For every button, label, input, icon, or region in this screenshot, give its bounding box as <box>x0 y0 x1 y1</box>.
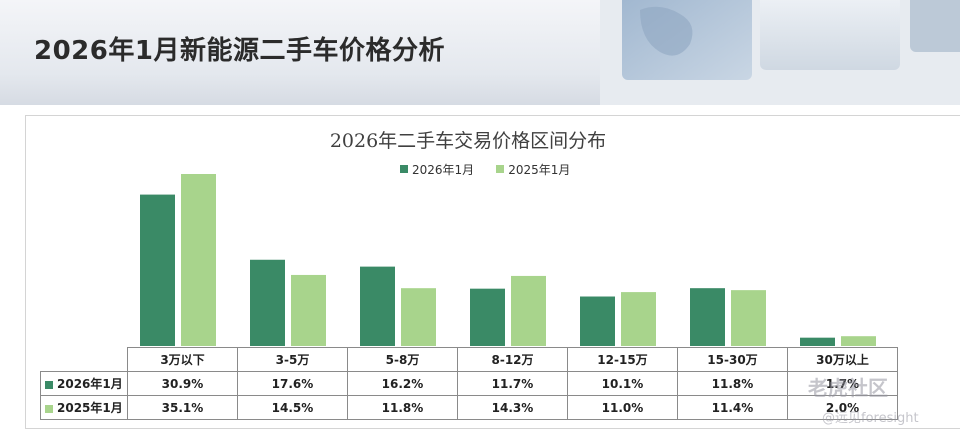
tick-label-category-7: 30万以上 <box>787 347 898 372</box>
row-label-text: 2026年1月 <box>57 377 123 391</box>
decorative-cubes <box>600 0 960 105</box>
bar-series-2-cat-3 <box>401 288 436 346</box>
data-table: 3万以下 3-5万 5-8万 8-12万 12-15万 15-30万 30万以上 2026年… <box>40 347 898 420</box>
data-label-series-2-cat-7: 2.0% <box>787 395 898 420</box>
bar-series-2-cat-7 <box>841 336 876 346</box>
legend-item-series-2: 2025年1月 <box>496 161 570 178</box>
row-label-series-2: 2025年1月 <box>40 395 128 420</box>
data-label-series-2-cat-2: 14.5% <box>237 395 348 420</box>
legend-swatch-series-1 <box>400 165 408 173</box>
bar-series-1-cat-3 <box>360 266 395 346</box>
table-row-series-1: 2026年1月 30.9% 17.6% 16.2% 11.7% 10.1% 11.8% 1.… <box>40 371 898 396</box>
bar-series-1-cat-1 <box>140 194 175 346</box>
legend-label-series-1: 2026年1月 <box>412 162 475 177</box>
data-label-series-1-cat-4: 11.7% <box>457 371 568 396</box>
bar-series-1-cat-4 <box>470 288 505 346</box>
bar-series-1-cat-5 <box>580 296 615 346</box>
data-label-series-1-cat-7: 1.7% <box>787 371 898 396</box>
data-label-series-2-cat-5: 11.0% <box>567 395 678 420</box>
header-banner: 2026年1月新能源二手车价格分析 <box>0 0 960 105</box>
bar-series-2-cat-6 <box>731 290 766 346</box>
legend-item-series-1: 2026年1月 <box>400 161 474 178</box>
data-label-series-2-cat-4: 14.3% <box>457 395 568 420</box>
bar-series-2-cat-1 <box>181 174 216 346</box>
data-label-series-1-cat-6: 11.8% <box>677 371 788 396</box>
table-header-row: 3万以下 3-5万 5-8万 8-12万 12-15万 15-30万 30万以上 <box>41 347 898 372</box>
row-label-series-1: 2026年1月 <box>40 371 128 396</box>
tick-label-category-1: 3万以下 <box>127 347 238 372</box>
row-label-text: 2025年1月 <box>57 401 123 415</box>
tick-label-category-3: 5-8万 <box>347 347 458 372</box>
tick-label-category-5: 12-15万 <box>567 347 678 372</box>
row-swatch-series-1 <box>45 380 53 389</box>
data-label-series-1-cat-2: 17.6% <box>237 371 348 396</box>
data-label-series-1-cat-1: 30.9% <box>127 371 238 396</box>
row-swatch-series-2 <box>45 404 53 413</box>
table-row-series-2: 2025年1月 35.1% 14.5% 11.8% 14.3% 11.0% 11.4% 2.… <box>40 395 898 420</box>
bar-series-1-cat-2 <box>250 259 285 346</box>
tick-label-category-6: 15-30万 <box>677 347 788 372</box>
legend-swatch-series-2 <box>496 165 505 173</box>
bar-series-1-cat-6 <box>690 288 725 346</box>
data-label-series-1-cat-3: 16.2% <box>347 371 458 396</box>
legend-label-series-2: 2025年1月 <box>508 162 571 177</box>
data-label-series-1-cat-5: 10.1% <box>567 371 678 396</box>
tick-label-category-4: 8-12万 <box>457 347 568 372</box>
chart-title: 2026年二手车交易价格区间分布 <box>329 130 607 152</box>
bar-series-2-cat-4 <box>511 275 546 346</box>
chart-legend: 2026年1月 2025年1月 <box>400 160 570 178</box>
data-label-series-2-cat-6: 11.4% <box>677 395 788 420</box>
tick-label-category-2: 3-5万 <box>237 347 348 372</box>
data-label-series-2-cat-1: 35.1% <box>127 395 238 420</box>
table-corner <box>41 348 128 372</box>
bar-series-2-cat-5 <box>621 292 656 346</box>
bar-series-2-cat-2 <box>291 274 326 346</box>
page-title: 2026年1月新能源二手车价格分析 <box>34 36 445 66</box>
data-label-series-2-cat-3: 11.8% <box>347 395 458 420</box>
bar-series-1-cat-7 <box>800 337 835 346</box>
